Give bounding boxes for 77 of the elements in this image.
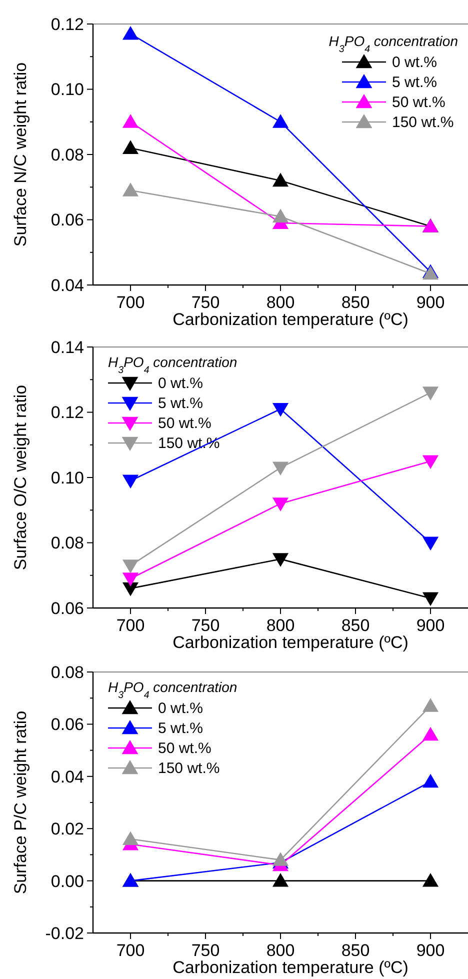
y-tick-label: 0.06 <box>50 598 84 618</box>
y-tick-label: 0.06 <box>50 210 84 230</box>
y-tick-label: 0.12 <box>50 403 84 422</box>
x-tick-label: 900 <box>416 616 445 635</box>
y-tick-label: 0.10 <box>50 80 84 100</box>
x-tick-label: 700 <box>116 616 145 635</box>
legend-label: 0 wt.% <box>392 54 438 71</box>
y-tick-label: -0.02 <box>45 924 84 943</box>
point <box>122 582 138 596</box>
legend-label: 50 wt.% <box>158 415 212 432</box>
y-tick-label: 0.04 <box>50 767 84 786</box>
x-axis-title: Carbonization temperature (ºC) <box>172 958 408 977</box>
x-axis-title: Carbonization temperature (ºC) <box>172 633 408 652</box>
point <box>272 873 288 887</box>
legend-label: 50 wt.% <box>158 740 212 757</box>
y-tick-label: 0.10 <box>50 468 84 488</box>
x-tick-label: 750 <box>191 293 220 312</box>
point <box>272 114 288 128</box>
legend-title: H$_{3}$PO$_{4}$ concentration <box>108 679 238 700</box>
point <box>422 727 438 741</box>
point <box>422 873 438 887</box>
point <box>422 592 438 606</box>
point <box>422 386 438 400</box>
point <box>122 182 138 196</box>
y-tick-label: 0.14 <box>50 338 84 357</box>
point <box>122 26 138 40</box>
point <box>272 498 288 511</box>
y-axis-title: Surface O/C weight ratio <box>11 384 30 570</box>
x-tick-label: 700 <box>116 941 145 960</box>
x-tick-label: 850 <box>341 941 370 960</box>
y-axis-title: Surface N/C weight ratio <box>11 62 30 247</box>
point <box>272 173 288 187</box>
point <box>122 114 138 128</box>
point <box>422 455 438 469</box>
y-tick-label: 0.12 <box>50 14 84 34</box>
point <box>422 536 438 550</box>
y-tick-label: 0.08 <box>50 145 84 164</box>
legend-label: 0 wt.% <box>158 700 204 717</box>
legend-label: 5 wt.% <box>392 74 438 91</box>
x-tick-label: 900 <box>416 293 445 312</box>
point <box>122 560 138 573</box>
point <box>122 572 138 586</box>
x-tick-label: 800 <box>266 293 295 312</box>
x-axis-title: Carbonization temperature (ºC) <box>172 310 408 329</box>
x-tick-label: 700 <box>116 293 145 312</box>
point <box>272 852 288 866</box>
point <box>272 462 288 476</box>
y-tick-label: 0.08 <box>50 534 84 553</box>
point <box>122 140 138 154</box>
legend-label: 50 wt.% <box>392 94 446 111</box>
x-tick-label: 750 <box>191 941 220 960</box>
point <box>272 402 288 416</box>
legend-label: 5 wt.% <box>158 395 204 412</box>
y-tick-label: 0.08 <box>50 662 84 682</box>
point <box>422 774 438 788</box>
legend-title: H$_{3}$PO$_{4}$ concentration <box>108 354 238 376</box>
y-tick-label: 0.04 <box>50 276 84 295</box>
point <box>122 832 138 846</box>
legend-title: H$_{3}$PO$_{4}$ concentration <box>328 33 458 54</box>
x-tick-label: 800 <box>266 616 295 635</box>
y-tick-label: 0.06 <box>50 715 84 734</box>
legend-label: 0 wt.% <box>158 375 204 392</box>
point <box>422 698 438 712</box>
legend-label: 5 wt.% <box>158 720 204 737</box>
legend-label: 150 wt.% <box>392 114 454 131</box>
x-tick-label: 850 <box>341 616 370 635</box>
point <box>122 474 138 488</box>
x-tick-label: 800 <box>266 941 295 960</box>
point <box>272 209 288 222</box>
x-tick-label: 850 <box>341 293 370 312</box>
y-axis-title: Surface P/C weight ratio <box>11 710 30 894</box>
x-tick-label: 900 <box>416 941 445 960</box>
point <box>272 553 288 566</box>
y-tick-label: 0.02 <box>50 820 84 839</box>
legend-label: 150 wt.% <box>158 760 220 777</box>
x-tick-label: 750 <box>191 616 220 635</box>
y-tick-label: 0.00 <box>50 872 84 891</box>
